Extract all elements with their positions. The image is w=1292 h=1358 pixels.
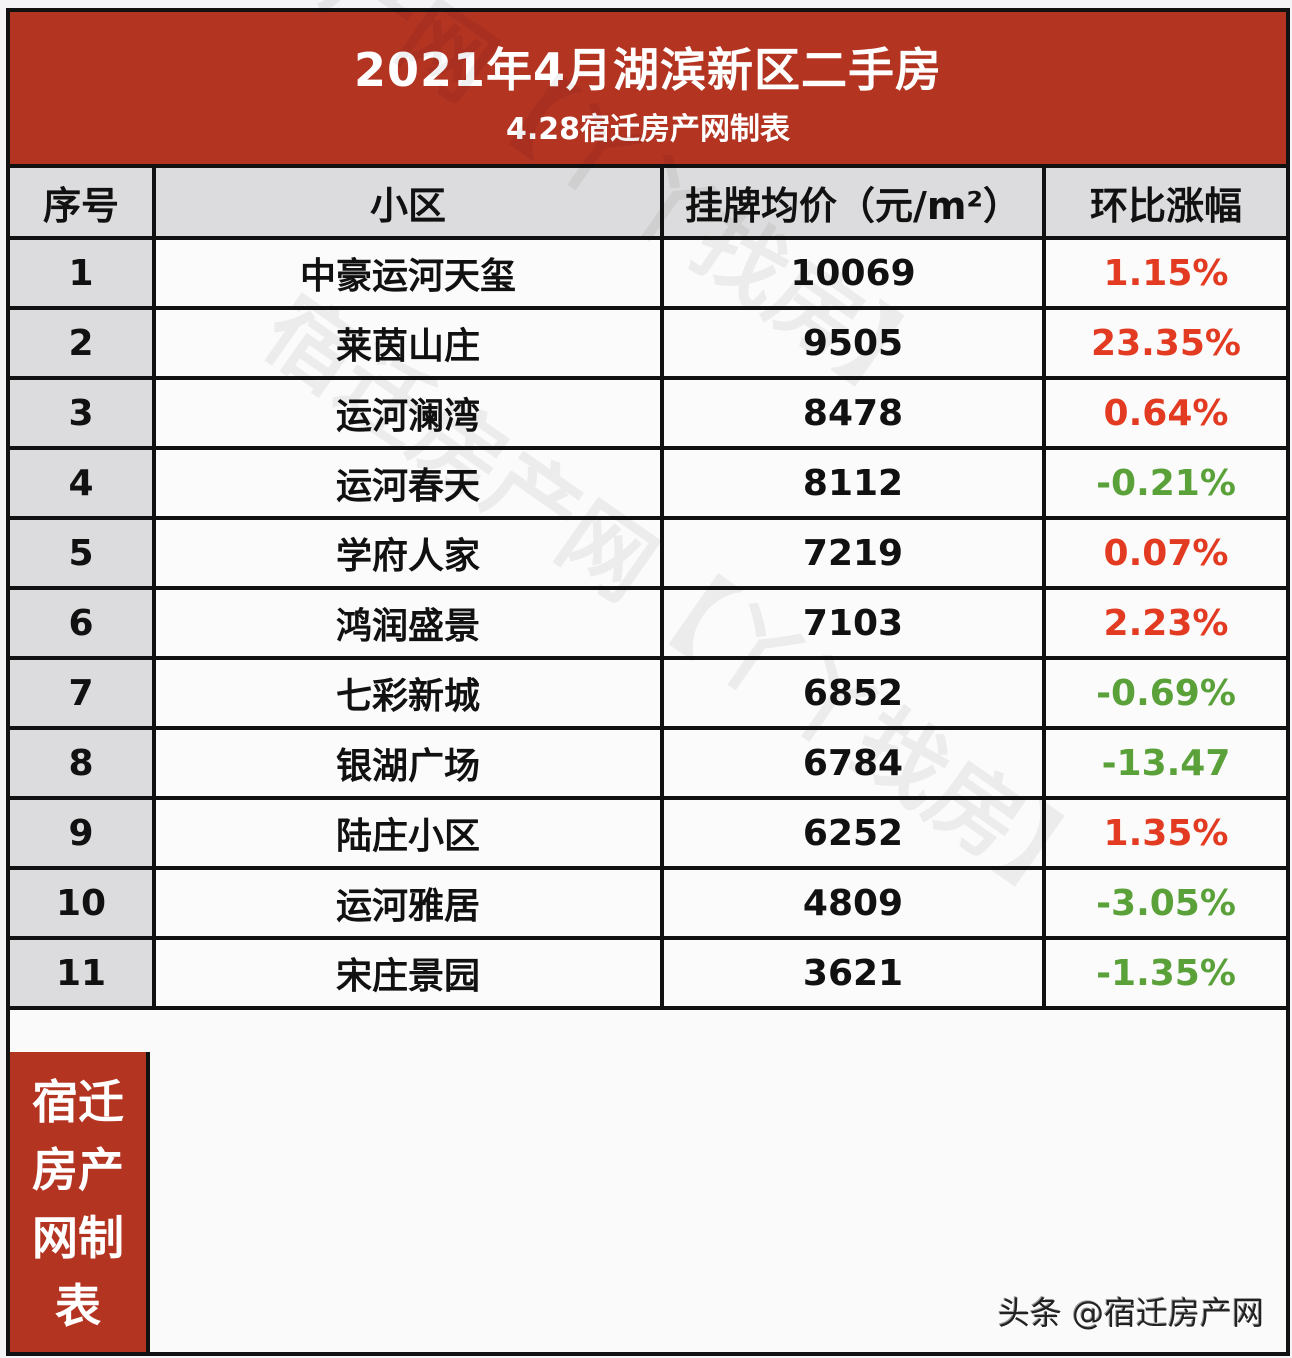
page-subtitle: 4.28宿迁房产网制表 xyxy=(505,112,791,147)
table-row: 11 宋庄景园 3621 -1.35% xyxy=(10,936,1286,1010)
mom-change: 2.23% xyxy=(1042,586,1286,660)
community-name: 鸿润盛景 xyxy=(152,586,664,660)
table-row: 7 七彩新城 6852 -0.69% xyxy=(10,656,1286,730)
row-index: 3 xyxy=(10,376,156,450)
footer-area: 宿迁 房产 网制 表 头条 @宿迁房产网 xyxy=(10,1052,1286,1352)
avg-price: 6252 xyxy=(660,796,1046,870)
row-index: 7 xyxy=(10,656,156,730)
row-index: 9 xyxy=(10,796,156,870)
row-index: 5 xyxy=(10,516,156,590)
side-label-line: 宿迁 xyxy=(32,1075,124,1129)
row-index: 1 xyxy=(10,236,156,310)
row-index: 6 xyxy=(10,586,156,660)
header-mom-change: 环比涨幅 xyxy=(1042,168,1286,240)
table-row: 1 中豪运河天玺 10069 1.15% xyxy=(10,236,1286,310)
source-credit: 头条 @宿迁房产网 xyxy=(997,1294,1264,1332)
avg-price: 6852 xyxy=(660,656,1046,730)
community-name: 学府人家 xyxy=(152,516,664,590)
table-header-row: 序号 小区 挂牌均价（元/m²） 环比涨幅 xyxy=(10,168,1286,240)
side-label: 宿迁 房产 网制 表 xyxy=(10,1052,150,1352)
community-name: 陆庄小区 xyxy=(152,796,664,870)
row-index: 10 xyxy=(10,866,156,940)
side-label-line: 表 xyxy=(55,1279,101,1333)
avg-price: 8478 xyxy=(660,376,1046,450)
title-banner: 2021年4月湖滨新区二手房 4.28宿迁房产网制表 xyxy=(10,12,1286,168)
table-row: 9 陆庄小区 6252 1.35% xyxy=(10,796,1286,870)
avg-price: 4809 xyxy=(660,866,1046,940)
header-index: 序号 xyxy=(10,168,156,240)
mom-change: 1.15% xyxy=(1042,236,1286,310)
row-index: 2 xyxy=(10,306,156,380)
community-name: 运河春天 xyxy=(152,446,664,520)
community-name: 七彩新城 xyxy=(152,656,664,730)
mom-change: -0.69% xyxy=(1042,656,1286,730)
mom-change: -3.05% xyxy=(1042,866,1286,940)
mom-change: 0.64% xyxy=(1042,376,1286,450)
table-row: 3 运河澜湾 8478 0.64% xyxy=(10,376,1286,450)
mom-change: -13.47 xyxy=(1042,726,1286,800)
page-title: 2021年4月湖滨新区二手房 xyxy=(353,43,943,97)
avg-price: 7103 xyxy=(660,586,1046,660)
avg-price: 7219 xyxy=(660,516,1046,590)
avg-price: 3621 xyxy=(660,936,1046,1010)
avg-price: 8112 xyxy=(660,446,1046,520)
table-row: 6 鸿润盛景 7103 2.23% xyxy=(10,586,1286,660)
row-index: 4 xyxy=(10,446,156,520)
table-row: 10 运河雅居 4809 -3.05% xyxy=(10,866,1286,940)
table-row: 5 学府人家 7219 0.07% xyxy=(10,516,1286,590)
mom-change: 1.35% xyxy=(1042,796,1286,870)
table-row: 4 运河春天 8112 -0.21% xyxy=(10,446,1286,520)
mom-change: -1.35% xyxy=(1042,936,1286,1010)
community-name: 宋庄景园 xyxy=(152,936,664,1010)
mom-change: 0.07% xyxy=(1042,516,1286,590)
mom-change: 23.35% xyxy=(1042,306,1286,380)
community-name: 运河澜湾 xyxy=(152,376,664,450)
community-name: 莱茵山庄 xyxy=(152,306,664,380)
table-row: 8 银湖广场 6784 -13.47 xyxy=(10,726,1286,800)
community-name: 运河雅居 xyxy=(152,866,664,940)
side-label-line: 房产 xyxy=(32,1143,124,1197)
housing-price-table: 序号 小区 挂牌均价（元/m²） 环比涨幅 1 中豪运河天玺 10069 1.15% 2… xyxy=(10,168,1286,1010)
row-index: 8 xyxy=(10,726,156,800)
row-index: 11 xyxy=(10,936,156,1010)
avg-price: 9505 xyxy=(660,306,1046,380)
table-row: 2 莱茵山庄 9505 23.35% xyxy=(10,306,1286,380)
header-avg-price: 挂牌均价（元/m²） xyxy=(660,168,1046,240)
community-name: 中豪运河天玺 xyxy=(152,236,664,310)
mom-change: -0.21% xyxy=(1042,446,1286,520)
header-community: 小区 xyxy=(152,168,664,240)
side-label-line: 网制 xyxy=(32,1211,124,1265)
avg-price: 6784 xyxy=(660,726,1046,800)
price-table-card: 2021年4月湖滨新区二手房 4.28宿迁房产网制表 序号 小区 挂牌均价（元/… xyxy=(6,0,1290,1356)
community-name: 银湖广场 xyxy=(152,726,664,800)
avg-price: 10069 xyxy=(660,236,1046,310)
